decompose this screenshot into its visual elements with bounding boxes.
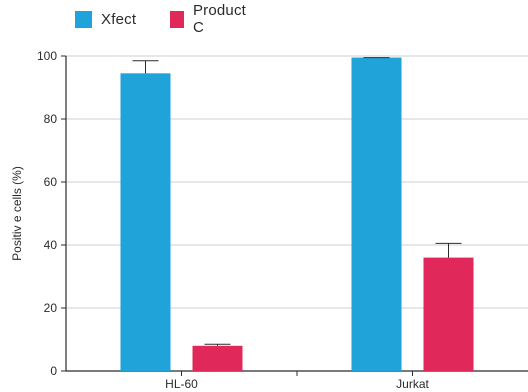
legend-item-product-c: Product C xyxy=(170,2,249,36)
y-tick-label-20: 20 xyxy=(44,301,58,315)
bar-hl-60-xfect xyxy=(120,73,171,371)
bar-jurkat-product-c xyxy=(423,257,474,371)
legend-label-product-c: Product C xyxy=(192,2,247,36)
legend-label-xfect: Xfect xyxy=(101,10,137,28)
bar-jurkat-xfect xyxy=(351,57,402,371)
y-tick-label-0: 0 xyxy=(50,364,57,378)
y-tick-label-100: 100 xyxy=(37,49,57,63)
x-tick-label-hl-60: HL-60 xyxy=(165,377,198,391)
legend-item-xfect: Xfect xyxy=(75,9,136,29)
bar-hl-60-product-c xyxy=(192,345,243,371)
legend-swatch-product-c xyxy=(170,10,184,28)
x-tick-label-jurkat: Jurkat xyxy=(396,377,429,391)
legend-swatch-xfect xyxy=(75,10,92,28)
y-tick-label-80: 80 xyxy=(44,112,58,126)
y-tick-label-60: 60 xyxy=(44,175,58,189)
y-tick-label-40: 40 xyxy=(44,238,58,252)
y-axis-title: Positiv e cells (%) xyxy=(10,166,24,261)
